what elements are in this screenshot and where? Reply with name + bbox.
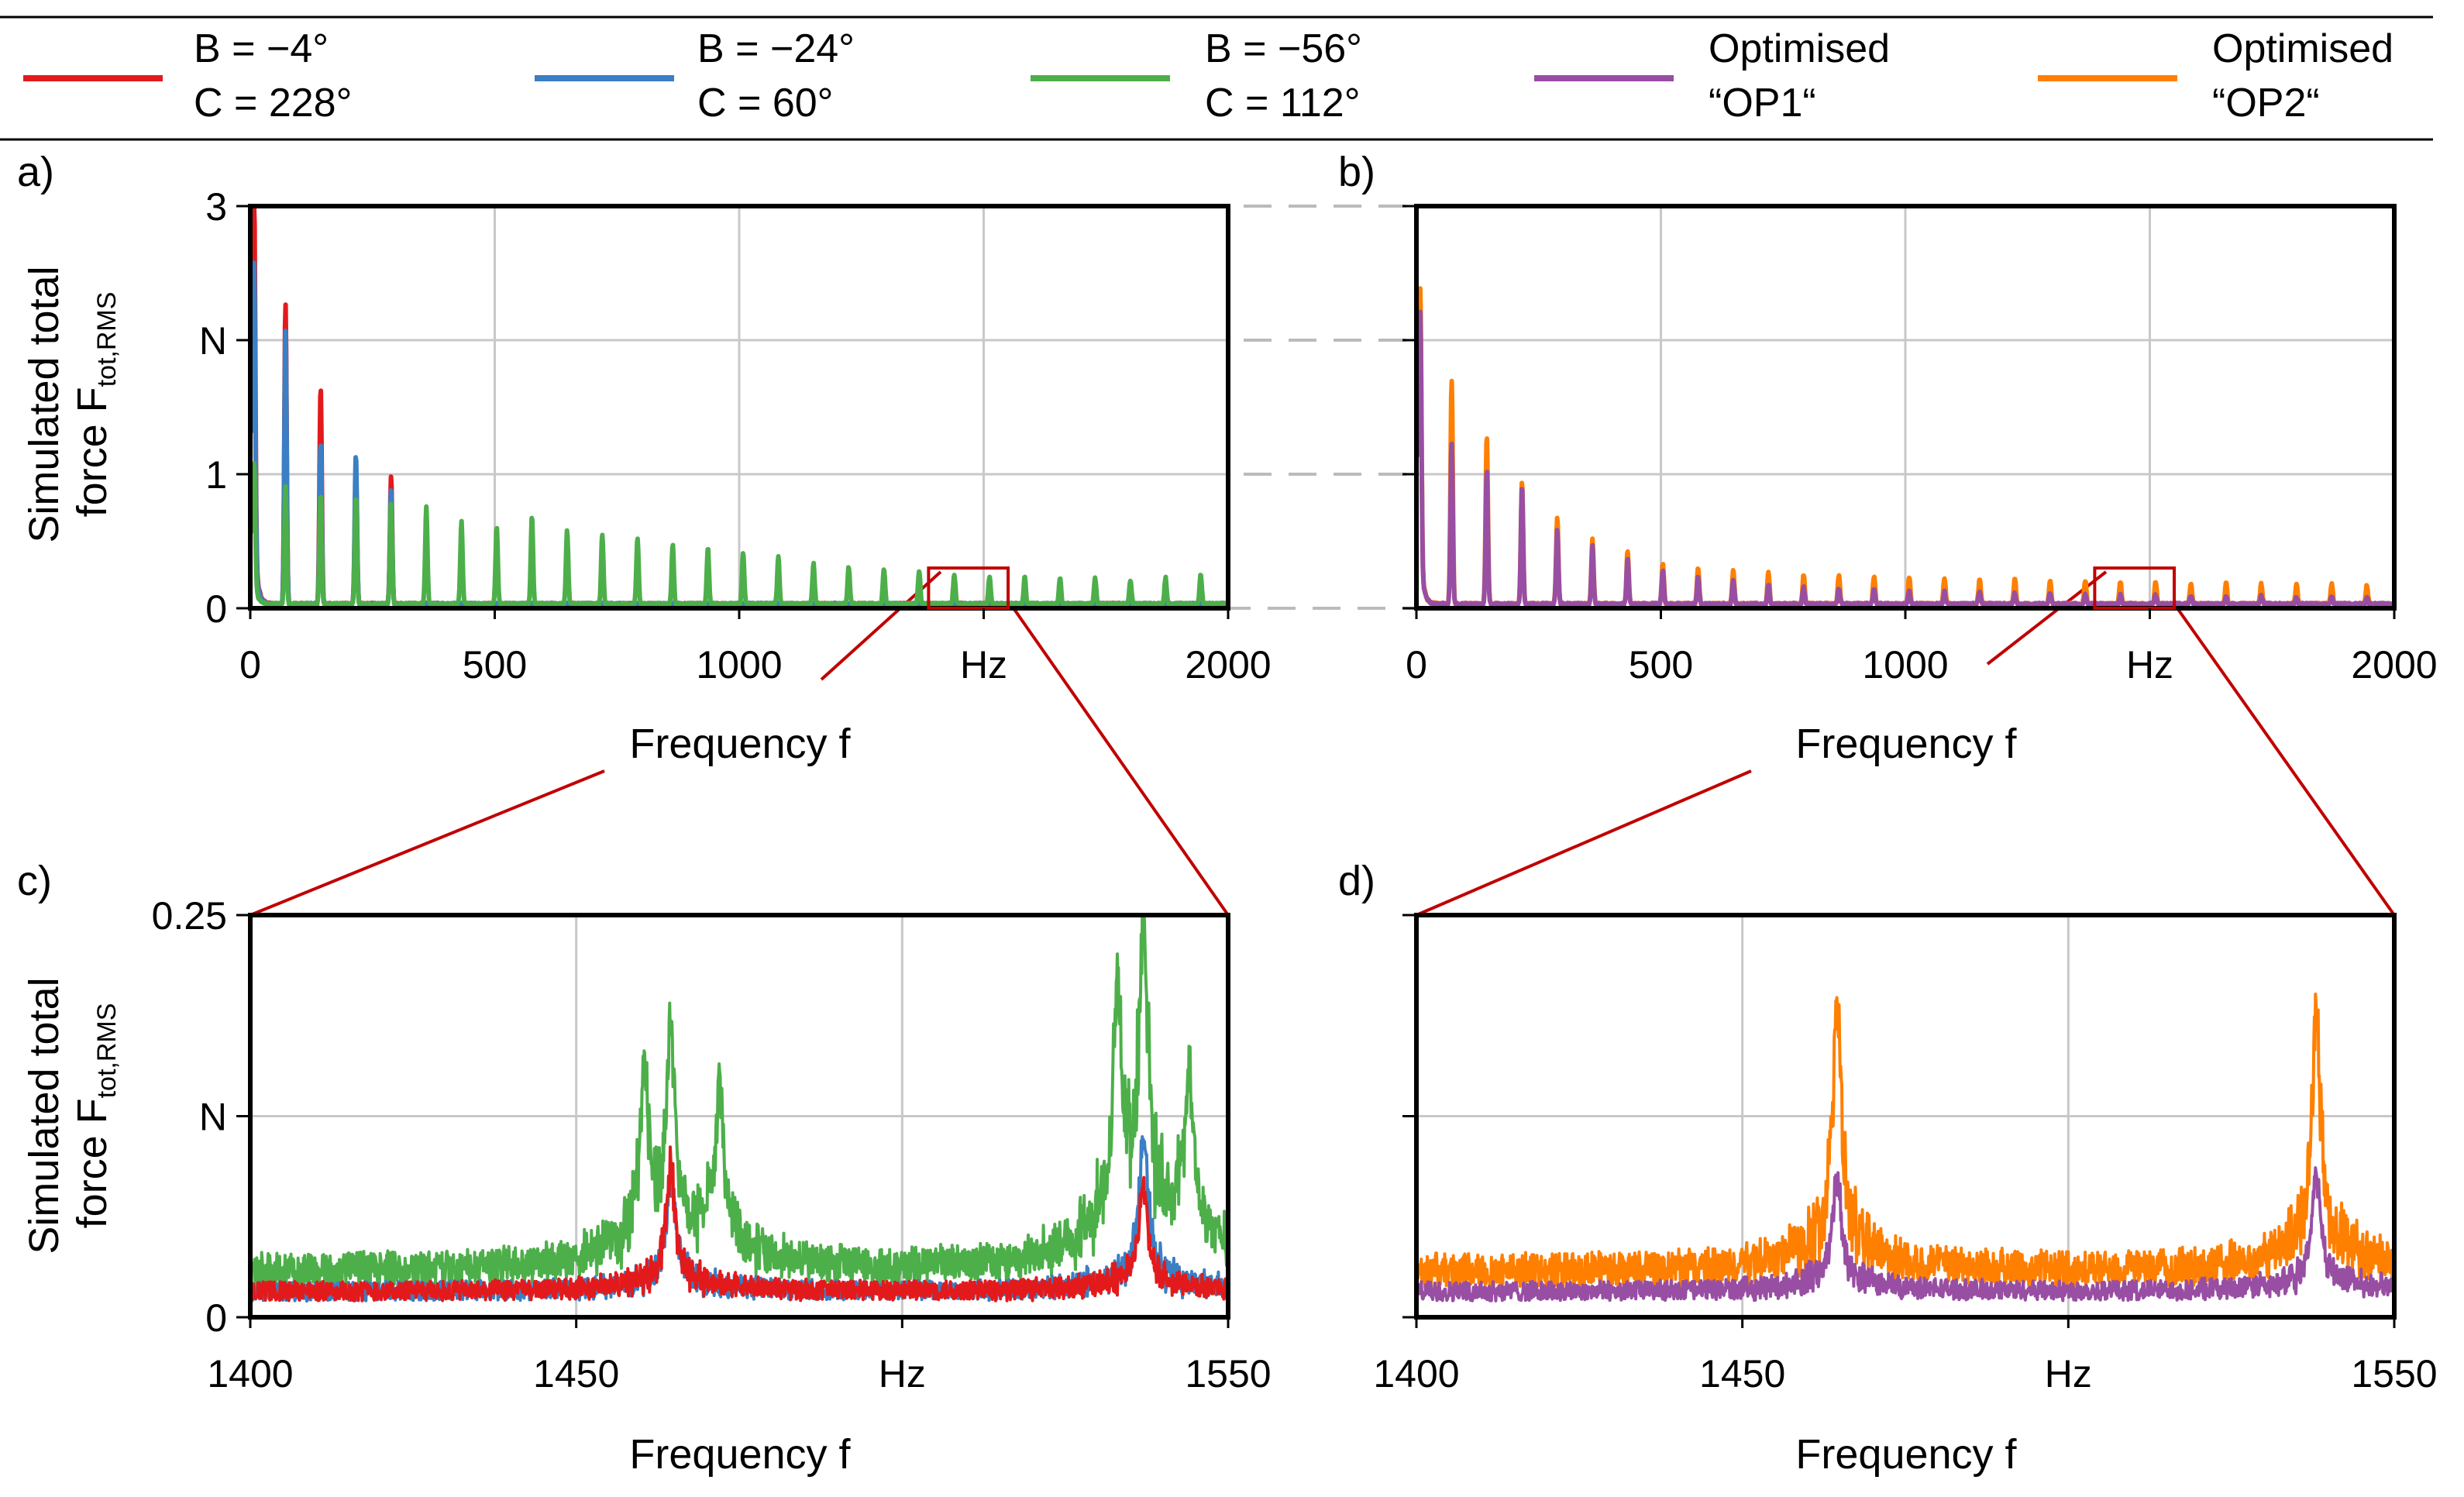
- x-tick-label: 1000: [696, 643, 782, 687]
- ylabel-c-line2: force Ftot,RMS: [69, 1003, 122, 1229]
- ylabel-a-line2: force Ftot,RMS: [69, 292, 122, 518]
- zoom-connector-b-bottom: [1416, 769, 1752, 917]
- panel-b: 0 500 1000 Hz 2000: [1402, 204, 2438, 687]
- legend-label-0-line2: C = 228°: [194, 81, 352, 126]
- series-line-2: [250, 1145, 1228, 1303]
- ylabel-a-force: force F: [69, 387, 115, 517]
- series-group: [1416, 286, 2394, 608]
- panel-d: 1400 1450 Hz 1550: [1373, 913, 2438, 1395]
- series-group: [250, 915, 1228, 1303]
- y-tick-label: N: [199, 1096, 227, 1139]
- alignment-guides: [1178, 205, 1414, 610]
- series-line-2: [250, 461, 1228, 608]
- x-tick-label: 500: [463, 643, 527, 687]
- x-tick-label: 1450: [533, 1352, 619, 1395]
- panel-label-b: b): [1338, 149, 1375, 195]
- series-group: [1416, 993, 2394, 1303]
- x-tick-label: 1550: [1185, 1352, 1271, 1395]
- ylabel-c: Simulated total force Ftot,RMS: [21, 977, 122, 1254]
- x-tick-label: 1000: [1862, 643, 1948, 687]
- x-tick-label: 2000: [2351, 643, 2437, 687]
- xlabel-c: Frequency f: [629, 1431, 851, 1478]
- ylabel-a: Simulated total force Ftot,RMS: [21, 266, 122, 542]
- x-tick-label: 2000: [1185, 643, 1271, 687]
- legend-label-1-line2: C = 60°: [697, 81, 833, 126]
- x-tick-label: Hz: [879, 1352, 926, 1395]
- x-tick-label: 500: [1629, 643, 1693, 687]
- y-tick-label: 0: [205, 587, 227, 631]
- ylabel-a-sub: tot,RMS: [92, 292, 122, 387]
- x-tick-label: 1400: [207, 1352, 293, 1395]
- panel-label-d: d): [1338, 858, 1375, 904]
- legend-entry-2: B = −56° C = 112°: [1031, 26, 1362, 126]
- y-tick-label: N: [199, 319, 227, 363]
- legend-label-3-line2: “OP1“: [1709, 81, 1816, 126]
- legend-entry-0: B = −4° C = 228°: [23, 26, 352, 126]
- y-tick-label: 3: [205, 185, 227, 229]
- zoom-connector-a-bottom: [249, 769, 605, 917]
- zoom-connector-b-right: [2176, 607, 2396, 917]
- y-tick-label: 1: [205, 453, 227, 497]
- legend-label-4-line1: Optimised: [2212, 26, 2393, 71]
- zoom-connector-a-right: [1012, 607, 1230, 917]
- x-tick-label: 1550: [2351, 1352, 2437, 1395]
- ylabel-c-sub: tot,RMS: [92, 1003, 122, 1099]
- series-line-0: [250, 915, 1228, 1289]
- zoom-box: [2093, 566, 2177, 610]
- ylabel-c-force: force F: [69, 1098, 115, 1228]
- zoom-box: [927, 566, 1010, 610]
- x-tick-label: 1400: [1373, 1352, 1459, 1395]
- panel-label-c: c): [17, 858, 52, 904]
- x-tick-label: 0: [1406, 643, 1427, 687]
- series-group: [250, 206, 1228, 608]
- series-line-1: [1416, 1166, 2394, 1303]
- xlabel-d: Frequency f: [1795, 1431, 2017, 1478]
- legend: B = −4° C = 228° B = −24° C = 60° B = −5…: [0, 15, 2433, 141]
- x-tick-label: Hz: [960, 643, 1007, 687]
- x-tick-label: 0: [239, 643, 261, 687]
- legend-entry-3: Optimised “OP1“: [1534, 26, 1890, 126]
- x-tick-label: Hz: [2126, 643, 2173, 687]
- legend-label-0-line1: B = −4°: [194, 26, 329, 71]
- panel-c: 1400 1450 Hz 1550 0 N 0.25: [152, 894, 1272, 1395]
- ylabel-a-line1: Simulated total: [21, 266, 67, 542]
- legend-label-2-line1: B = −56°: [1205, 26, 1362, 71]
- ylabel-c-line1: Simulated total: [21, 977, 67, 1254]
- series-line-1: [1416, 309, 2394, 608]
- x-tick-label: Hz: [2045, 1352, 2092, 1395]
- xlabel-a: Frequency f: [629, 721, 851, 767]
- x-tick-label: 1450: [1699, 1352, 1785, 1395]
- panel-a: 0 500 1000 Hz 2000 0 1 N 3: [199, 185, 1272, 687]
- legend-label-1-line1: B = −24°: [697, 26, 855, 71]
- legend-entry-1: B = −24° C = 60°: [535, 26, 855, 126]
- legend-label-4-line2: “OP2“: [2212, 81, 2320, 126]
- zoom-connectors: [249, 570, 2396, 917]
- series-line-0: [1416, 993, 2394, 1290]
- panel-label-a: a): [17, 149, 54, 195]
- y-tick-label: 0: [205, 1296, 227, 1340]
- xlabel-b: Frequency f: [1795, 721, 2017, 767]
- legend-entry-4: Optimised “OP2“: [2038, 26, 2393, 126]
- legend-label-2-line2: C = 112°: [1205, 81, 1361, 126]
- legend-label-3-line1: Optimised: [1709, 26, 1890, 71]
- y-tick-label: 0.25: [152, 894, 227, 938]
